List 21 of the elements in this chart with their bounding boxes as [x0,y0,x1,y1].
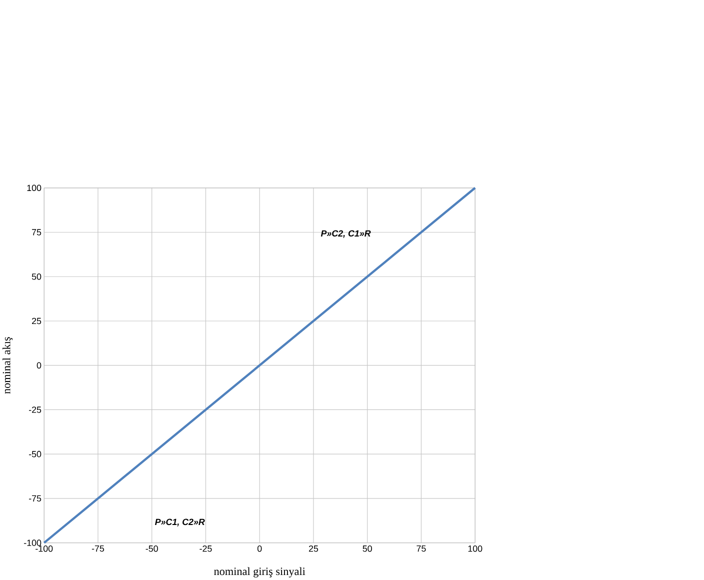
y-tick-label: -100 [24,540,42,546]
y-tick-label: -50 [29,450,42,458]
y-tick-label: 100 [27,184,42,192]
y-tick-label: 0 [36,362,42,369]
x-tick-label: 50 [362,545,372,552]
x-tick-label: 100 [468,545,482,552]
y-tick-label: 50 [32,274,42,280]
x-tick-label: 25 [308,545,318,552]
annotation: P»C1, C2»R [155,518,205,526]
x-tick-label: -25 [200,545,212,552]
y-axis-title: nominal akış [2,337,13,394]
y-tick-label: 75 [32,229,42,236]
x-tick-label: -50 [146,545,158,552]
x-axis-title: nominal giriş sinyali [214,567,306,578]
y-tick-label: -75 [29,495,42,502]
y-tick-label: -25 [29,406,42,413]
y-tick-label: 25 [32,318,42,324]
x-tick-label: -75 [92,545,104,552]
annotation: P»C2, C1»R [320,230,371,238]
x-tick-label: 75 [416,545,426,552]
x-tick-label: 0 [257,545,262,552]
